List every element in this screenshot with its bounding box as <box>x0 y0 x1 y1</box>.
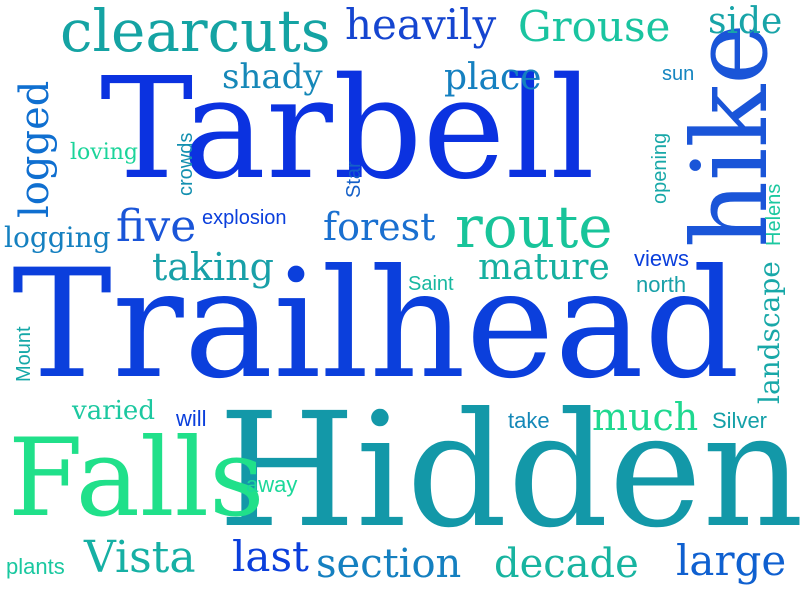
word-sun: sun <box>662 63 695 85</box>
word-views: views <box>634 246 690 271</box>
word-crowds: crowds <box>175 132 197 196</box>
word-five: five <box>116 201 197 252</box>
word-much: much <box>592 395 699 439</box>
word-heavily: heavily <box>345 0 497 49</box>
word-falls: Falls <box>8 416 265 541</box>
word-grouse: Grouse <box>518 2 671 51</box>
word-silver: Silver <box>712 408 768 433</box>
word-taking: taking <box>152 245 274 289</box>
word-star: Star <box>343 161 365 198</box>
word-opening: opening <box>649 132 671 204</box>
word-helens: Helens <box>763 183 785 246</box>
word-tarbell: Tarbell <box>100 48 595 211</box>
word-take: take <box>508 408 550 433</box>
word-mount: Mount <box>13 326 35 382</box>
word-loving: loving <box>70 140 138 165</box>
word-mature: mature <box>478 247 610 288</box>
word-will: will <box>176 406 207 431</box>
word-decade: decade <box>494 541 639 587</box>
word-explosion: explosion <box>202 207 287 229</box>
word-section: section <box>316 541 462 587</box>
word-side: side <box>708 1 783 42</box>
word-plants: plants <box>6 554 65 579</box>
word-vista: Vista <box>84 532 196 583</box>
word-north: north <box>636 272 687 297</box>
word-trailhead: Trailhead <box>12 238 740 412</box>
word-forest: forest <box>323 205 436 249</box>
word-last: last <box>232 532 309 581</box>
word-route: route <box>455 193 613 261</box>
word-shady: shady <box>222 57 323 97</box>
word-saint: Saint <box>408 273 454 295</box>
word-landscape: landscape <box>753 261 786 404</box>
word-varied: varied <box>72 396 155 426</box>
word-away: away <box>246 472 298 497</box>
word-place: place <box>444 57 542 98</box>
word-large: large <box>676 536 787 585</box>
word-hidden: Hidden <box>218 379 800 563</box>
word-logged: logged <box>12 80 58 218</box>
word-clearcuts: clearcuts <box>60 0 331 65</box>
word-logging: logging <box>4 221 111 254</box>
